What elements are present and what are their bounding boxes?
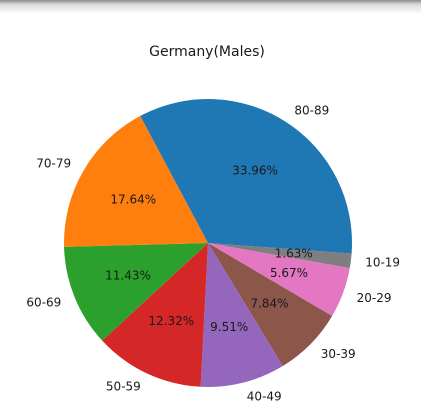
window-top-shadow: [0, 0, 421, 14]
chart-title: Germany(Males): [149, 44, 265, 60]
slice-label-80-89: 80-89: [294, 103, 329, 117]
slice-label-30-39: 30-39: [321, 347, 356, 361]
slice-label-20-29: 20-29: [357, 291, 392, 305]
pie-slice-70-79: [63, 115, 209, 247]
slice-percent-40-49: 9.51%: [210, 320, 248, 334]
slice-label-10-19: 10-19: [365, 256, 400, 270]
pie-slices: [63, 98, 352, 387]
slice-percent-70-79: 17.64%: [110, 193, 156, 207]
pie-slice-10-19: [208, 243, 352, 269]
pie-slice-40-49: [200, 243, 283, 387]
pie-slice-50-59: [102, 243, 208, 387]
pie-slice-80-89: [140, 98, 352, 254]
slice-label-40-49: 40-49: [247, 390, 282, 404]
slice-percent-80-89: 33.96%: [232, 164, 278, 178]
pie-labels: 10-19 1.63% 20-29 5.67% 30-39 7.84% 40-49 9.51%…: [26, 103, 400, 403]
pie-slice-30-39: [208, 243, 333, 367]
pie-slice-60-69: [64, 243, 208, 341]
slice-percent-50-59: 12.32%: [148, 314, 194, 328]
slice-percent-20-29: 5.67%: [270, 266, 308, 280]
slice-label-50-59: 50-59: [106, 379, 141, 393]
slice-percent-60-69: 11.43%: [105, 269, 151, 283]
pie-slice-20-29: [208, 243, 350, 317]
slice-label-60-69: 60-69: [26, 296, 61, 310]
slice-label-70-79: 70-79: [36, 156, 71, 170]
slice-percent-10-19: 1.63%: [275, 247, 313, 261]
slice-percent-30-39: 7.84%: [250, 297, 288, 311]
